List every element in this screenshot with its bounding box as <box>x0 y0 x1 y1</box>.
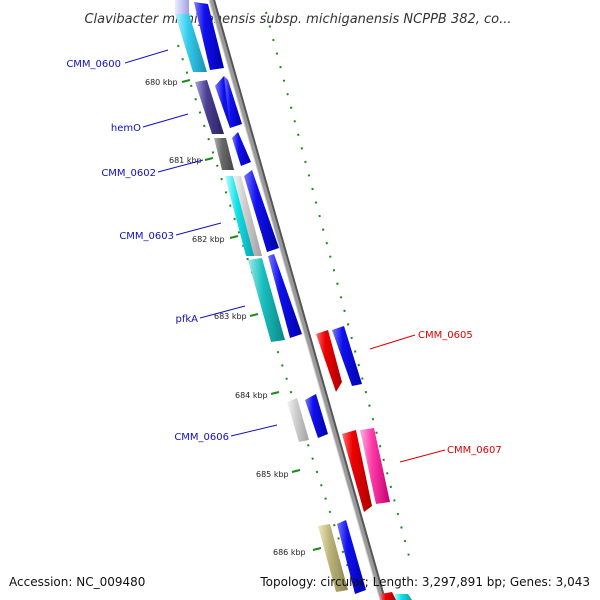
gene-feature-pfka[interactable] <box>248 254 302 342</box>
leader-cmm-0606 <box>230 424 278 437</box>
kbp-tick-682 <box>229 235 239 239</box>
accession-text: Accession: NC_009480 <box>9 575 145 589</box>
kbp-label: 681 kbp <box>169 156 202 165</box>
reverse-arrow-cmm-0607 <box>342 430 372 512</box>
leader-cmm-0602 <box>157 159 204 173</box>
kbp-label: 684 kbp <box>235 391 268 400</box>
gene-bar-cmm-0602 <box>214 138 234 170</box>
gene-label-leaders <box>124 49 446 463</box>
kbp-label: 686 kbp <box>273 548 306 557</box>
gene-labels: CMM_0600 hemO CMM_0602 CMM_0603 pfkA CMM… <box>66 59 501 456</box>
gene-features <box>175 0 412 600</box>
kbp-labels: 680 kbp 681 kbp 682 kbp 683 kbp 684 kbp … <box>145 78 306 557</box>
gene-feature-cmm-0607[interactable] <box>342 428 390 512</box>
gene-bar-cmm-0603-gray <box>233 176 262 256</box>
gene-bar-cmm-0600 <box>175 14 207 72</box>
gene-label-cmm-0605[interactable]: CMM_0605 <box>418 330 473 341</box>
gene-bar-bottom-cyan <box>394 594 412 600</box>
gene-label-pfka[interactable]: pfkA <box>176 314 199 325</box>
kbp-label: 680 kbp <box>145 78 178 87</box>
gene-label-cmm-0606[interactable]: CMM_0606 <box>174 432 229 443</box>
gene-feature-cmm-0602[interactable] <box>214 132 251 170</box>
kbp-ticks <box>181 79 322 551</box>
leader-cmm-0607 <box>399 449 446 463</box>
kbp-tick-683 <box>249 313 259 317</box>
kbp-label: 683 kbp <box>214 312 247 321</box>
forward-arrow-pfka <box>268 254 302 338</box>
kbp-tick-684 <box>270 391 280 395</box>
gene-label-cmm-0600[interactable]: CMM_0600 <box>66 59 121 70</box>
gene-label-cmm-0603[interactable]: CMM_0603 <box>119 231 174 242</box>
gene-bar-cmm-0600-top <box>175 0 189 14</box>
leader-pfka <box>199 305 246 319</box>
gene-feature-cmm-0605[interactable] <box>316 326 362 392</box>
gene-bar-cmm-0606 <box>287 398 309 442</box>
topology-text: Topology: circular; Length: 3,297,891 bp… <box>259 575 590 589</box>
kbp-tick-680 <box>181 79 191 83</box>
reverse-arrow-bottom <box>380 592 396 600</box>
gene-label-hemo[interactable]: hemO <box>111 123 141 134</box>
kbp-tick-681 <box>204 157 214 161</box>
leader-cmm-0600 <box>124 49 169 64</box>
backbone-highlight <box>208 0 381 600</box>
gene-bar-hemo <box>195 80 224 134</box>
forward-arrow-cmm-0602 <box>232 132 251 166</box>
forward-arrow-cmm-0605 <box>332 326 362 386</box>
backbone-line <box>209 0 384 600</box>
gene-label-cmm-0607[interactable]: CMM_0607 <box>447 445 502 456</box>
gene-bar-cmm-0607-pink <box>360 428 390 504</box>
reverse-arrow-cmm-0605 <box>316 330 342 392</box>
forward-arrow-hemo-b <box>224 76 242 128</box>
forward-arrow-cmm-0603 <box>244 170 279 252</box>
gene-feature-bottom[interactable] <box>318 520 412 600</box>
forward-arrow-bottom <box>337 520 366 594</box>
gene-feature-cmm-0603[interactable] <box>225 170 279 256</box>
forward-arrow-cmm-0600 <box>194 2 224 70</box>
forward-arrow-cmm-0606 <box>305 394 328 438</box>
leader-cmm-0603 <box>175 222 222 236</box>
gene-bar-pfka <box>248 258 285 342</box>
kbp-label: 682 kbp <box>192 235 225 244</box>
gene-feature-cmm-0606[interactable] <box>287 394 328 442</box>
leader-cmm-0605 <box>369 334 416 350</box>
map-title: Clavibacter michiganensis subsp. michiga… <box>84 12 511 27</box>
gene-bar-bottom-olive <box>318 524 348 592</box>
leader-hemo <box>142 113 189 128</box>
genome-backbone <box>208 0 386 600</box>
kbp-label: 685 kbp <box>256 470 289 479</box>
kbp-tick-686 <box>312 547 322 551</box>
gene-feature-hemo[interactable] <box>195 76 242 134</box>
gene-feature-cmm-0600[interactable] <box>175 0 224 72</box>
gene-bar-cmm-0603-aqua <box>225 176 255 256</box>
gene-label-cmm-0602[interactable]: CMM_0602 <box>101 168 156 179</box>
kbp-tick-685 <box>291 469 301 473</box>
